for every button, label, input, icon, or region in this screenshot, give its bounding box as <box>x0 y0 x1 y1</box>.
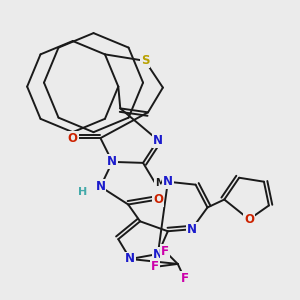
Text: H: H <box>78 187 87 196</box>
Text: N: N <box>107 155 117 168</box>
Text: N: N <box>163 175 173 188</box>
Text: N: N <box>187 223 196 236</box>
Text: O: O <box>68 132 78 145</box>
Text: O: O <box>244 213 254 226</box>
Text: N: N <box>95 180 106 193</box>
Text: N: N <box>125 253 135 266</box>
Text: F: F <box>161 244 169 258</box>
Text: Me: Me <box>155 178 171 188</box>
Text: N: N <box>153 134 163 147</box>
Text: N: N <box>153 248 163 260</box>
Text: O: O <box>153 193 163 206</box>
Text: F: F <box>151 260 159 273</box>
Text: S: S <box>141 54 149 67</box>
Text: F: F <box>181 272 189 285</box>
